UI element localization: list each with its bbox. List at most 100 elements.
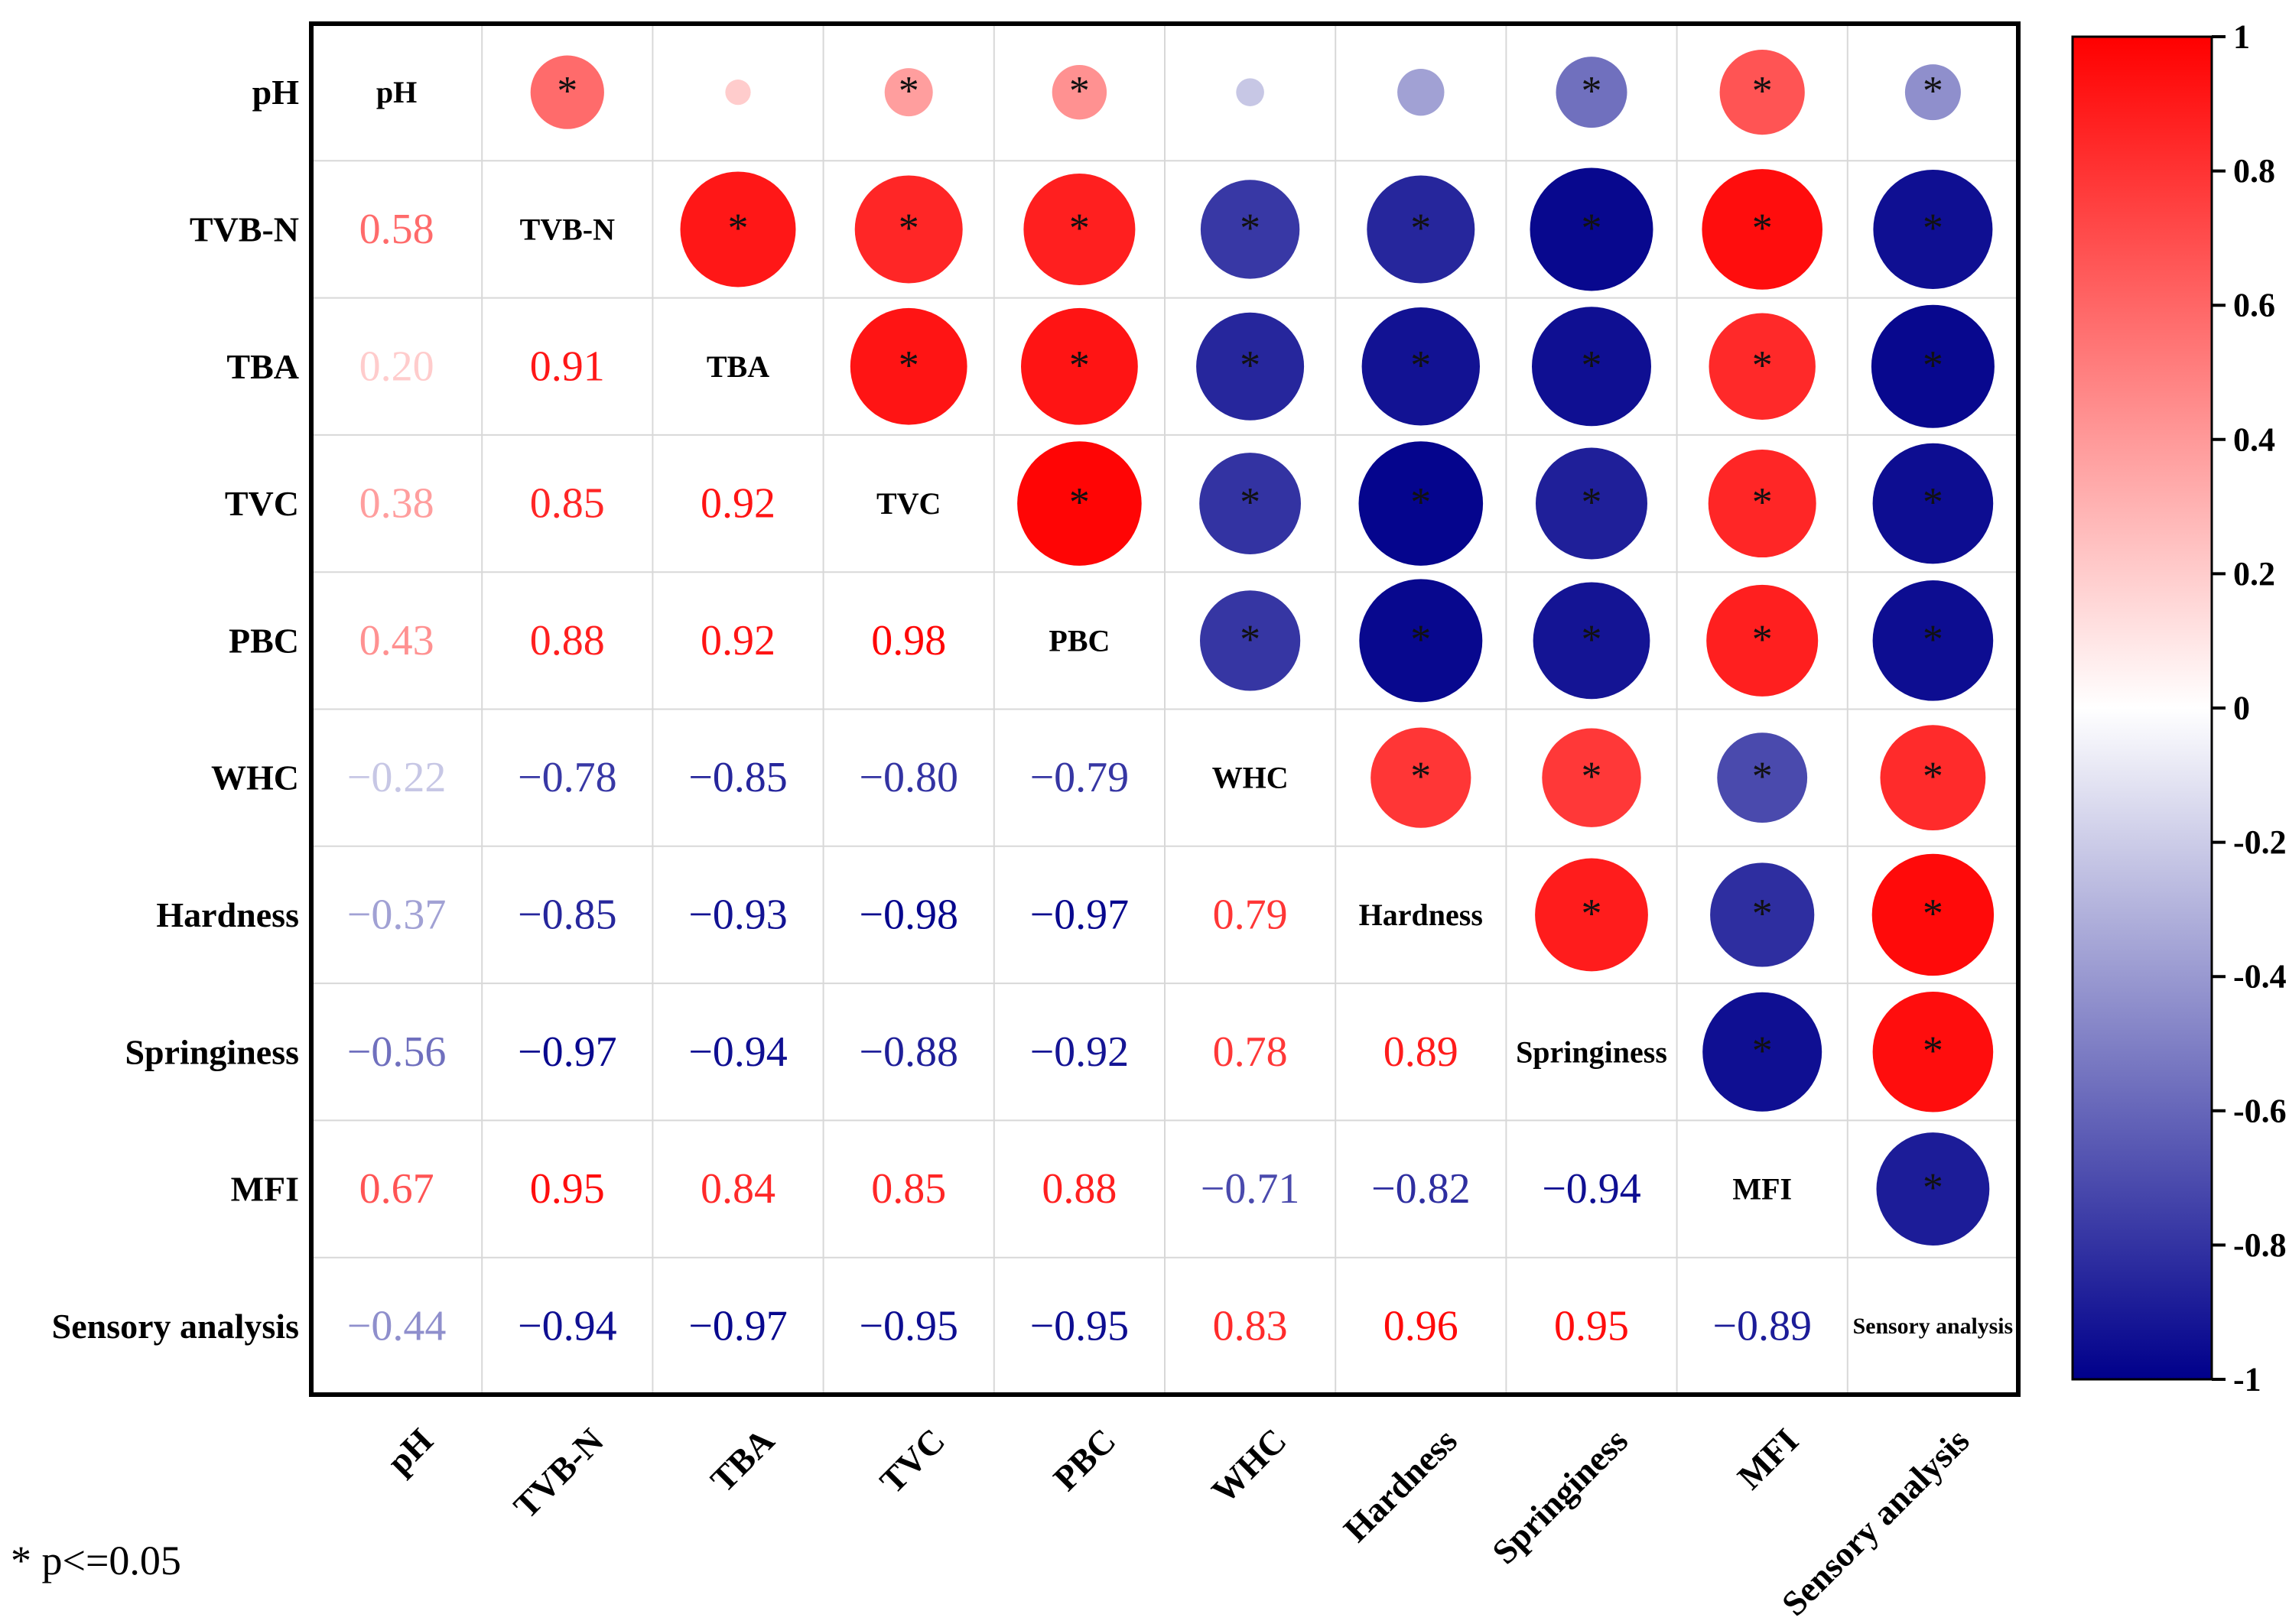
- correlation-circle: [1876, 1132, 1990, 1246]
- correlation-circle: [1719, 50, 1805, 135]
- significance-star: *: [557, 68, 577, 114]
- diagonal-label: PBC: [1049, 623, 1110, 658]
- correlation-value: −0.98: [859, 891, 958, 938]
- significance-star: *: [1240, 205, 1260, 251]
- correlation-circle: [1556, 57, 1627, 128]
- significance-star: *: [1410, 342, 1431, 388]
- correlation-circle: [1530, 167, 1653, 291]
- correlation-value: −0.92: [1030, 1028, 1130, 1076]
- correlation-value: −0.37: [347, 891, 447, 938]
- row-label: PBC: [229, 621, 299, 660]
- axis-labels: pH TVB-N TBA TVC PBC WHC Hardness Springiness MF…: [52, 73, 1977, 1623]
- significance-star: *: [899, 68, 919, 114]
- correlation-circle: [1871, 853, 1995, 976]
- diagonal-label: Springiness: [1516, 1034, 1667, 1069]
- correlation-value: 0.96: [1383, 1302, 1458, 1350]
- significance-star: *: [1582, 205, 1602, 251]
- significance-star: *: [1752, 479, 1773, 525]
- column-label: TVC: [873, 1421, 953, 1501]
- colorbar: 1 0.8 0.6 0.4 0.2 0 -0.2 -0.4 -0.6 -0.8 -1: [2071, 18, 2287, 1398]
- column-label: PBC: [1045, 1421, 1123, 1498]
- diagonal-label: Hardness: [1359, 898, 1483, 932]
- colorbar-tick-label: -0.8: [2233, 1226, 2287, 1264]
- correlation-value: −0.78: [518, 754, 617, 801]
- correlation-circle: [1873, 169, 1993, 289]
- correlation-value: 0.79: [1213, 891, 1288, 938]
- significance-star: *: [1923, 479, 1943, 525]
- correlation-value: −0.71: [1201, 1165, 1300, 1213]
- diagonal-label: pH: [376, 75, 417, 109]
- diagonal-label: TVC: [876, 486, 941, 521]
- correlation-value: −0.80: [859, 754, 958, 801]
- significance-star: *: [1752, 205, 1773, 251]
- significance-star: *: [1582, 68, 1602, 114]
- correlation-circle: [1536, 447, 1647, 560]
- significance-star: *: [1752, 753, 1773, 799]
- correlation-value: −0.56: [347, 1028, 447, 1076]
- significance-star: *: [1752, 68, 1773, 114]
- significance-star: *: [1410, 479, 1431, 525]
- row-label: TVC: [225, 484, 299, 523]
- diagonal-label: TBA: [707, 349, 769, 384]
- significance-star: *: [1410, 616, 1431, 662]
- significance-star: *: [1923, 342, 1943, 388]
- correlation-circle: [1871, 304, 1995, 428]
- correlation-circle: [1370, 727, 1471, 828]
- correlation-circle: [1872, 580, 1994, 701]
- correlation-circle: [1196, 312, 1305, 421]
- correlation-circle: [1708, 450, 1816, 558]
- correlation-circle: [1200, 590, 1301, 691]
- correlation-value: 0.43: [359, 617, 434, 664]
- significance-star: *: [1410, 205, 1431, 251]
- correlation-value: 0.58: [359, 206, 434, 253]
- significance-star: *: [1069, 479, 1090, 525]
- colorbar-tick-label: 0.2: [2233, 555, 2275, 593]
- correlation-circle: [530, 55, 604, 129]
- significance-star: *: [1582, 890, 1602, 936]
- row-label: TVB-N: [190, 209, 299, 248]
- significance-star: *: [1923, 890, 1943, 936]
- correlation-circle: [1358, 441, 1484, 566]
- significance-star: *: [1752, 890, 1773, 936]
- column-label: Sensory analysis: [1774, 1421, 1977, 1623]
- colorbar-tick-label: 1: [2233, 18, 2250, 56]
- column-label: pH: [379, 1421, 441, 1482]
- correlation-value: 0.95: [530, 1165, 605, 1213]
- significance-star: *: [1923, 616, 1943, 662]
- significance-star: *: [1582, 342, 1602, 388]
- correlation-value: −0.95: [859, 1302, 958, 1350]
- correlation-value: −0.44: [347, 1302, 447, 1350]
- correlation-value: 0.92: [701, 480, 775, 528]
- colorbar-tick-label: -0.4: [2233, 958, 2287, 996]
- significance-star: *: [1923, 753, 1943, 799]
- significance-star: *: [1923, 1164, 1943, 1210]
- correlation-value: 0.84: [701, 1165, 775, 1213]
- row-label: Springiness: [125, 1032, 299, 1071]
- significance-star: *: [1069, 68, 1090, 114]
- correlation-value: 0.67: [359, 1165, 434, 1213]
- correlation-value: −0.97: [1030, 891, 1130, 938]
- row-label: Hardness: [156, 895, 299, 934]
- correlation-value: 0.78: [1213, 1028, 1288, 1076]
- correlation-value: −0.85: [518, 891, 617, 938]
- colorbar-tick-label: 0.4: [2233, 421, 2275, 458]
- correlation-circle: [725, 80, 751, 106]
- plot-frame: [309, 21, 2021, 1397]
- diagonal-label: MFI: [1732, 1172, 1792, 1207]
- correlation-value: −0.82: [1371, 1165, 1471, 1213]
- row-label: WHC: [211, 758, 299, 797]
- correlation-circle: [1702, 169, 1822, 290]
- correlation-circle: [1023, 173, 1136, 285]
- correlation-value: −0.97: [518, 1028, 617, 1076]
- significance-star: *: [1240, 342, 1260, 388]
- correlation-circle: [1872, 443, 1994, 564]
- correlation-circle: [884, 68, 933, 117]
- diagonal-label: Sensory analysis: [1853, 1314, 2013, 1339]
- correlation-circle: [1709, 313, 1816, 420]
- correlation-value: 0.85: [871, 1165, 946, 1213]
- column-label: MFI: [1730, 1421, 1806, 1496]
- row-label: TBA: [226, 347, 299, 386]
- significance-star: *: [1923, 205, 1943, 251]
- significance-star: *: [1240, 616, 1260, 662]
- correlation-circle: [1359, 579, 1483, 703]
